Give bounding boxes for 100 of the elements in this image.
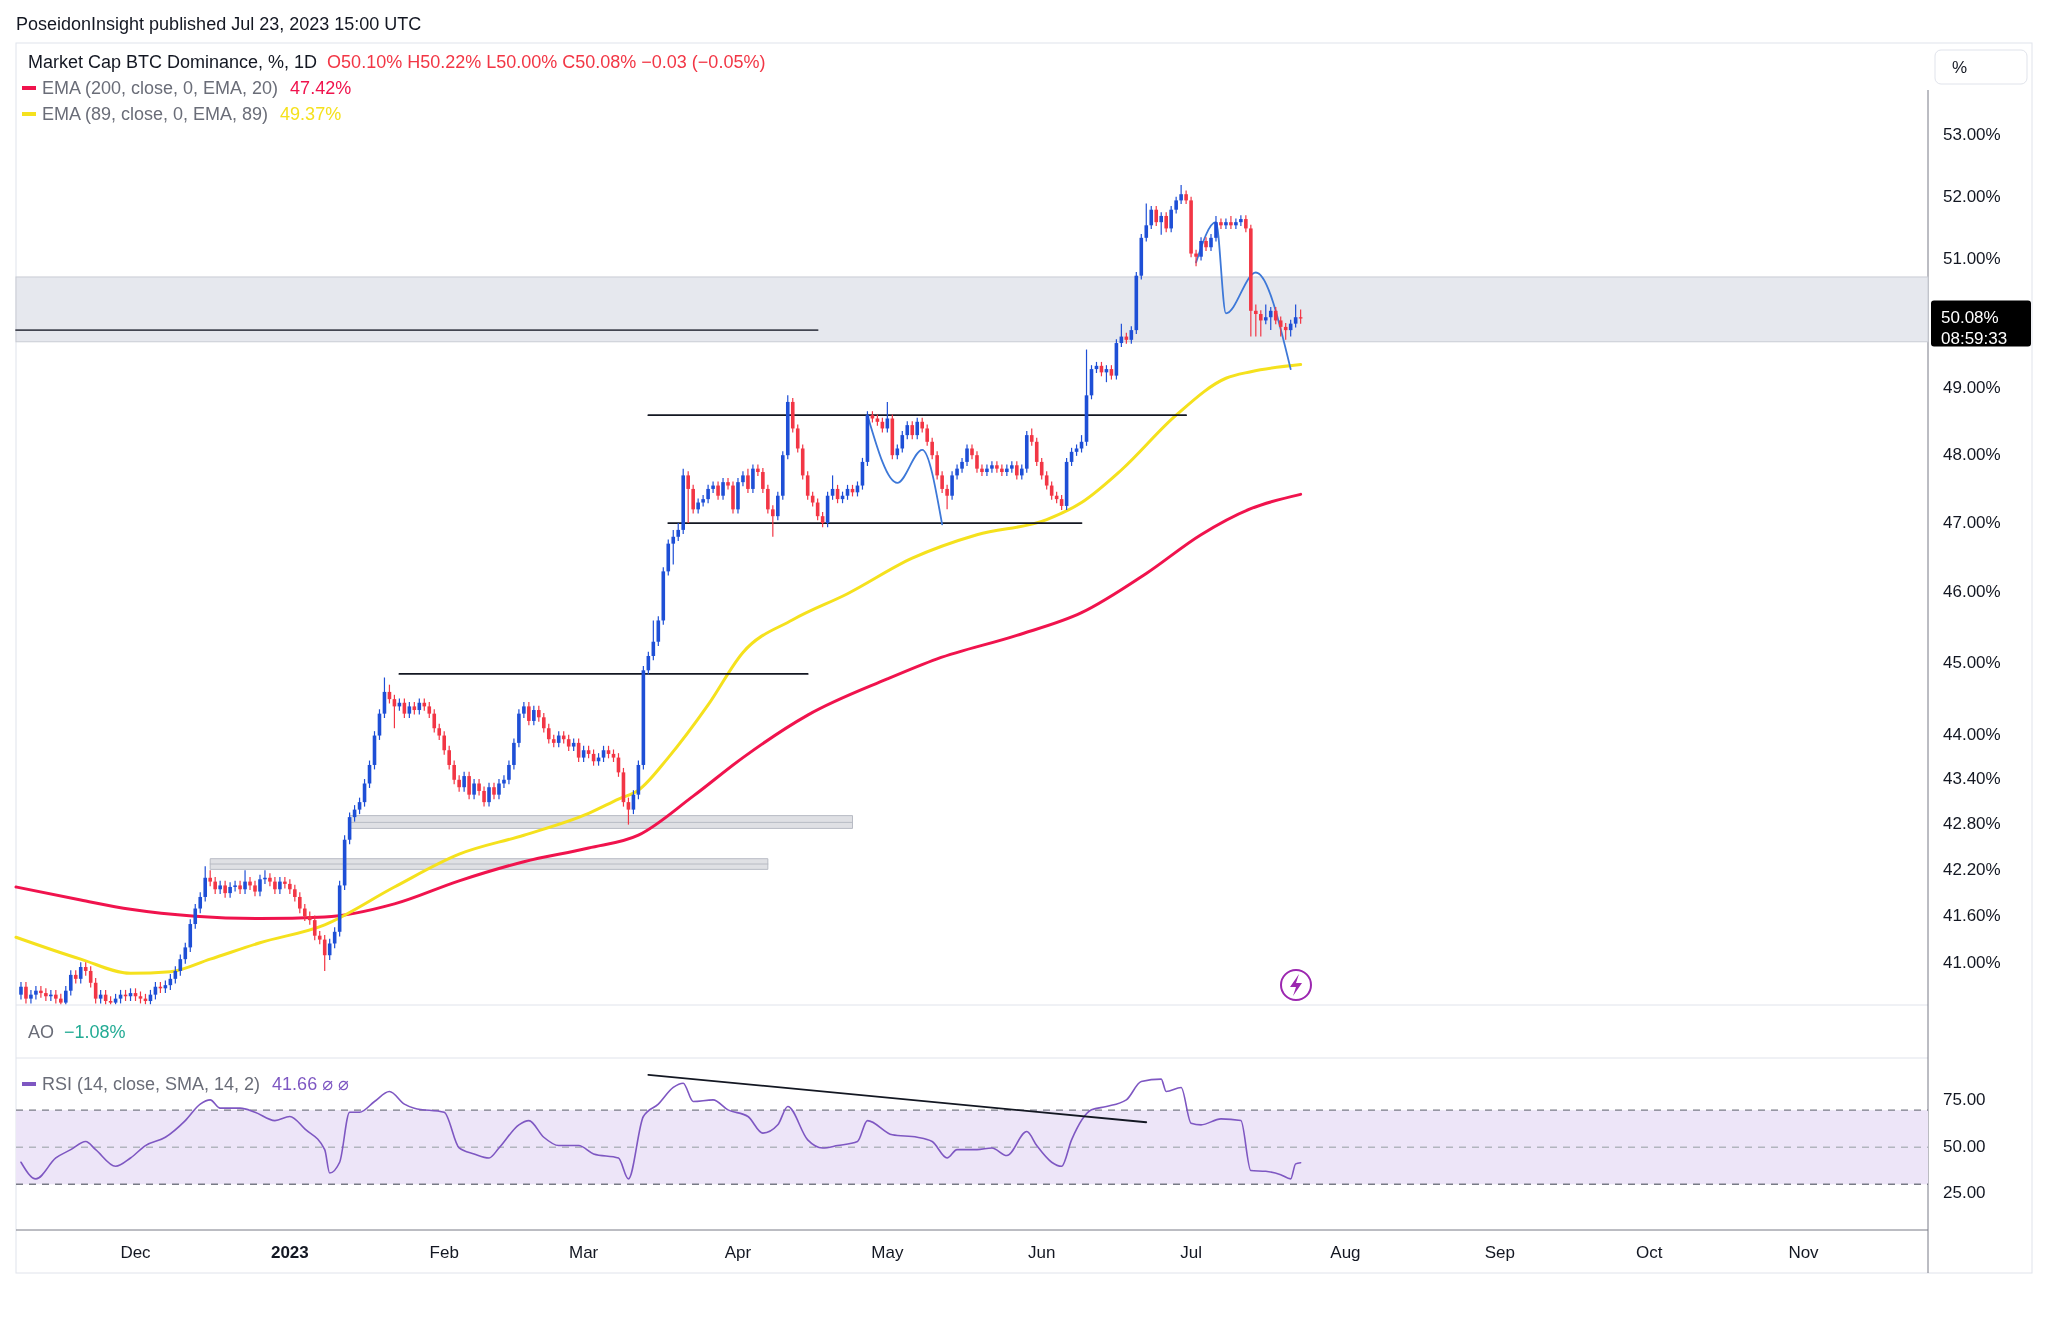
candlestick [751, 464, 755, 494]
candlestick [228, 881, 232, 899]
candlestick [915, 417, 920, 440]
line-series [20, 1078, 1302, 1180]
candlestick [507, 759, 511, 785]
y-tick-label: 44.00% [1943, 725, 2001, 745]
x-tick-label: Dec [120, 1243, 152, 1262]
y-tick-label: 42.20% [1943, 859, 2001, 879]
y-tick-label: 50.00 [1943, 1136, 1986, 1156]
y-tick-label: 42.80% [1943, 814, 2001, 834]
candlestick [701, 494, 705, 508]
candlestick [1229, 215, 1233, 230]
candlestick [198, 891, 203, 914]
candlestick [243, 869, 247, 895]
candlestick [1258, 309, 1263, 338]
candlestick [1164, 211, 1168, 233]
annotation: 41.66 ⌀ ⌀ [272, 1074, 349, 1094]
candlestick [447, 745, 451, 771]
candlestick [44, 987, 48, 1002]
x-tick-label: Aug [1330, 1243, 1361, 1262]
candlestick [188, 918, 193, 953]
candlestick [477, 778, 481, 797]
candlestick [34, 985, 38, 1001]
candlestick [1169, 205, 1173, 233]
candlestick [711, 480, 715, 494]
candlestick [940, 470, 944, 494]
y-tick-label: 52.00% [1943, 186, 2001, 206]
candlestick [776, 491, 780, 521]
text: AO [28, 1022, 55, 1042]
x-tick-label: Jul [1180, 1243, 1202, 1262]
candlestick [532, 705, 536, 726]
candlestick [1214, 215, 1218, 243]
candlestick [322, 934, 327, 972]
candlestick [1194, 249, 1198, 267]
candlestick [233, 880, 237, 893]
y-tick-label: 53.00% [1943, 125, 2001, 145]
candlestick [1184, 189, 1188, 205]
candlestick [731, 480, 735, 515]
candlestick [1179, 184, 1183, 205]
candlestick [950, 470, 954, 501]
candlestick [502, 774, 506, 789]
legend-label: EMA (200, close, 0, EMA, 20) [42, 78, 279, 98]
candlestick [457, 774, 461, 793]
x-tick-label: Nov [1788, 1243, 1820, 1262]
candlestick [1239, 214, 1243, 227]
text: 50.08% [1941, 308, 1999, 327]
candlestick [283, 876, 287, 890]
candlestick [467, 771, 471, 800]
y-tick-label: 75.00 [1943, 1090, 1986, 1110]
y-tick-label: 45.00% [1943, 652, 2001, 672]
candlestick [965, 443, 969, 467]
x-tick-label: Jun [1028, 1243, 1056, 1262]
candlestick [63, 985, 68, 1005]
candlestick [945, 484, 949, 510]
candlestick [78, 961, 83, 985]
candlestick [442, 730, 447, 756]
y-tick-label: 46.00% [1943, 581, 2001, 601]
candlestick [527, 701, 531, 726]
text: % [1952, 58, 1968, 77]
candlestick [462, 771, 466, 793]
candlestick [452, 759, 456, 785]
candlestick [1034, 437, 1039, 467]
x-tick-label: May [871, 1243, 904, 1262]
candlestick [771, 504, 775, 538]
candlestick [193, 903, 198, 930]
candlestick [1149, 205, 1154, 230]
candlestick [1015, 460, 1019, 481]
candlestick [671, 529, 676, 566]
candlestick [1154, 205, 1159, 227]
candlestick [756, 464, 760, 477]
candlestick [432, 708, 437, 734]
candlestick [1039, 457, 1044, 481]
candlestick [900, 430, 905, 454]
chart-title: Market Cap BTC Dominance, %, 1D [28, 52, 318, 72]
candlestick [1204, 236, 1208, 252]
candlestick [223, 880, 227, 899]
candlestick [472, 778, 476, 800]
candlestick [995, 460, 999, 474]
y-tick-label: 41.00% [1943, 952, 2001, 972]
candlestick [1000, 464, 1004, 477]
candlestick [990, 460, 994, 474]
x-tick-label: 2023 [270, 1243, 309, 1262]
y-tick-label: 49.00% [1943, 378, 2001, 398]
candlestick [1268, 306, 1273, 331]
candlestick [1144, 202, 1149, 243]
y-tick-label: 25.00 [1943, 1183, 1986, 1203]
candlestick [721, 477, 725, 501]
candlestick [716, 480, 720, 501]
candlestick [546, 723, 551, 745]
y-tick-label: 51.00% [1943, 249, 2001, 269]
candlestick [795, 423, 800, 454]
candlestick [541, 712, 546, 734]
candlestick [512, 737, 516, 771]
candlestick [238, 880, 242, 895]
candlestick [482, 785, 486, 808]
candlestick [761, 467, 765, 494]
candlestick [985, 464, 989, 477]
candlestick [258, 874, 262, 897]
legend-label: RSI (14, close, SMA, 14, 2) [42, 1074, 261, 1094]
text: 08:59:33 [1941, 329, 2008, 348]
